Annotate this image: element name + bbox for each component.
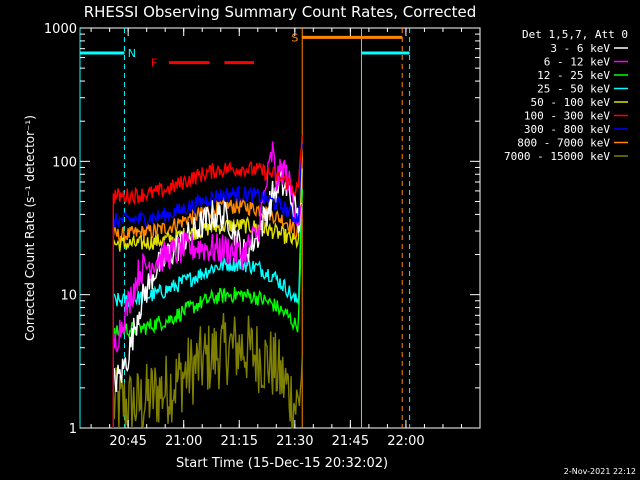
x-tick-label: 21:15 (221, 434, 258, 449)
legend-label: 100 - 300 keV (524, 110, 610, 123)
y-tick-label: 10 (60, 289, 77, 304)
y-tick-label: 100 (52, 155, 77, 170)
series-line-300-800keV (112, 143, 303, 428)
legend-label: 6 - 12 keV (544, 56, 611, 69)
legend-label: 7000 - 15000 keV (504, 150, 610, 163)
legend-label: 800 - 7000 keV (517, 137, 610, 150)
series-line-3-6keV (112, 169, 303, 428)
legend-label: 300 - 800 keV (524, 123, 610, 136)
flag-label-N: N (128, 47, 136, 60)
legend-label: 25 - 50 keV (537, 83, 610, 96)
series-line-50-100keV (112, 168, 303, 428)
series-line-12-25keV (112, 188, 303, 428)
y-axis-label: Corrected Count Rate (s⁻¹ detector⁻¹) (23, 115, 37, 341)
x-tick-label: 22:00 (387, 434, 424, 449)
series-layer (112, 134, 303, 429)
x-tick-label: 21:30 (276, 434, 313, 449)
x-tick-label: 20:45 (109, 434, 146, 449)
flag-label-S: S (291, 31, 298, 44)
flag-label-F: F (151, 57, 157, 70)
generated-timestamp: 2-Nov-2021 22:12 (564, 467, 636, 476)
series-line-7000-15000keV (112, 312, 303, 429)
chart-title: RHESSI Observing Summary Count Rates, Co… (84, 3, 477, 21)
x-tick-label: 21:00 (165, 434, 202, 449)
y-tick-label: 1000 (44, 22, 77, 37)
x-axis-label: Start Time (15-Dec-15 20:32:02) (176, 456, 388, 471)
y-tick-label: 1 (69, 422, 77, 437)
legend-label: 3 - 6 keV (550, 42, 610, 55)
legend-label: 12 - 25 keV (537, 69, 610, 82)
legend-header: Det 1,5,7, Att 0 (522, 28, 628, 41)
series-line-6-12keV (112, 141, 303, 428)
series-line-100-300keV (112, 134, 303, 428)
x-tick-label: 21:45 (332, 434, 369, 449)
x-axis: 20:45 21:00 21:15 21:30 21:45 22:00 (90, 28, 481, 449)
legend-label: 50 - 100 keV (531, 96, 611, 109)
y-axis: 1 10 100 1000 (44, 22, 480, 437)
